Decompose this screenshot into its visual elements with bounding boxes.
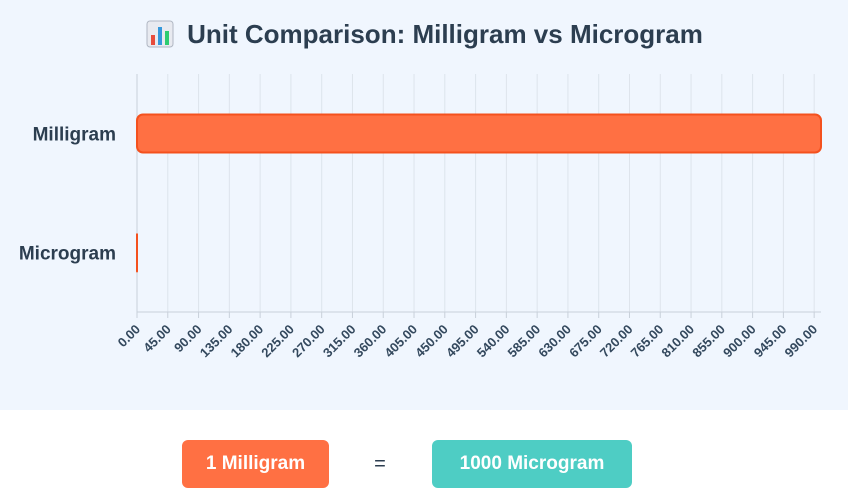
x-tick-label: 360.00 <box>351 322 390 361</box>
x-tick-label: 135.00 <box>197 322 236 361</box>
x-tick-labels: 0.0045.0090.00135.00180.00225.00270.0031… <box>115 322 821 361</box>
axes <box>136 74 821 318</box>
x-tick-label: 675.00 <box>566 322 605 361</box>
x-tick-label: 900.00 <box>720 322 759 361</box>
x-tick-label: 405.00 <box>381 322 420 361</box>
x-tick-label: 450.00 <box>412 322 451 361</box>
x-tick-label: 495.00 <box>443 322 482 361</box>
x-tick-label: 180.00 <box>228 322 267 361</box>
x-tick-label: 0.00 <box>115 322 144 351</box>
x-tick-label: 225.00 <box>258 322 297 361</box>
chart-title-row: Unit Comparison: Milligram vs Microgram <box>0 14 848 54</box>
x-tick-label: 810.00 <box>658 322 697 361</box>
category-label: Milligram <box>33 125 116 146</box>
x-tick-label: 540.00 <box>474 322 513 361</box>
x-tick-label: 270.00 <box>289 322 328 361</box>
chart-panel <box>0 0 848 410</box>
bar-chart-icon <box>145 19 175 49</box>
category-labels: Milligram Microgram <box>19 125 116 265</box>
bars <box>136 113 822 273</box>
x-tick-label: 945.00 <box>751 322 790 361</box>
x-tick-label: 990.00 <box>782 322 821 361</box>
grid-lines <box>136 74 815 312</box>
conversion-equation: 1 Milligram = 1000 Microgram <box>0 440 848 488</box>
milligram-value-badge: 1 Milligram <box>182 440 329 488</box>
chart-title: Unit Comparison: Milligram vs Microgram <box>187 18 703 49</box>
microgram-value-badge: 1000 Microgram <box>432 440 632 488</box>
bar-milligram <box>136 113 822 154</box>
x-tick-label: 855.00 <box>689 322 728 361</box>
x-tick-label: 585.00 <box>505 322 544 361</box>
x-tick-label: 720.00 <box>597 322 636 361</box>
equals-sign: = <box>374 453 386 475</box>
x-tick-label: 45.00 <box>140 322 174 356</box>
x-tick-label: 315.00 <box>320 322 359 361</box>
x-tick-label: 765.00 <box>628 322 667 361</box>
x-tick-label: 630.00 <box>535 322 574 361</box>
category-label: Microgram <box>19 244 116 265</box>
